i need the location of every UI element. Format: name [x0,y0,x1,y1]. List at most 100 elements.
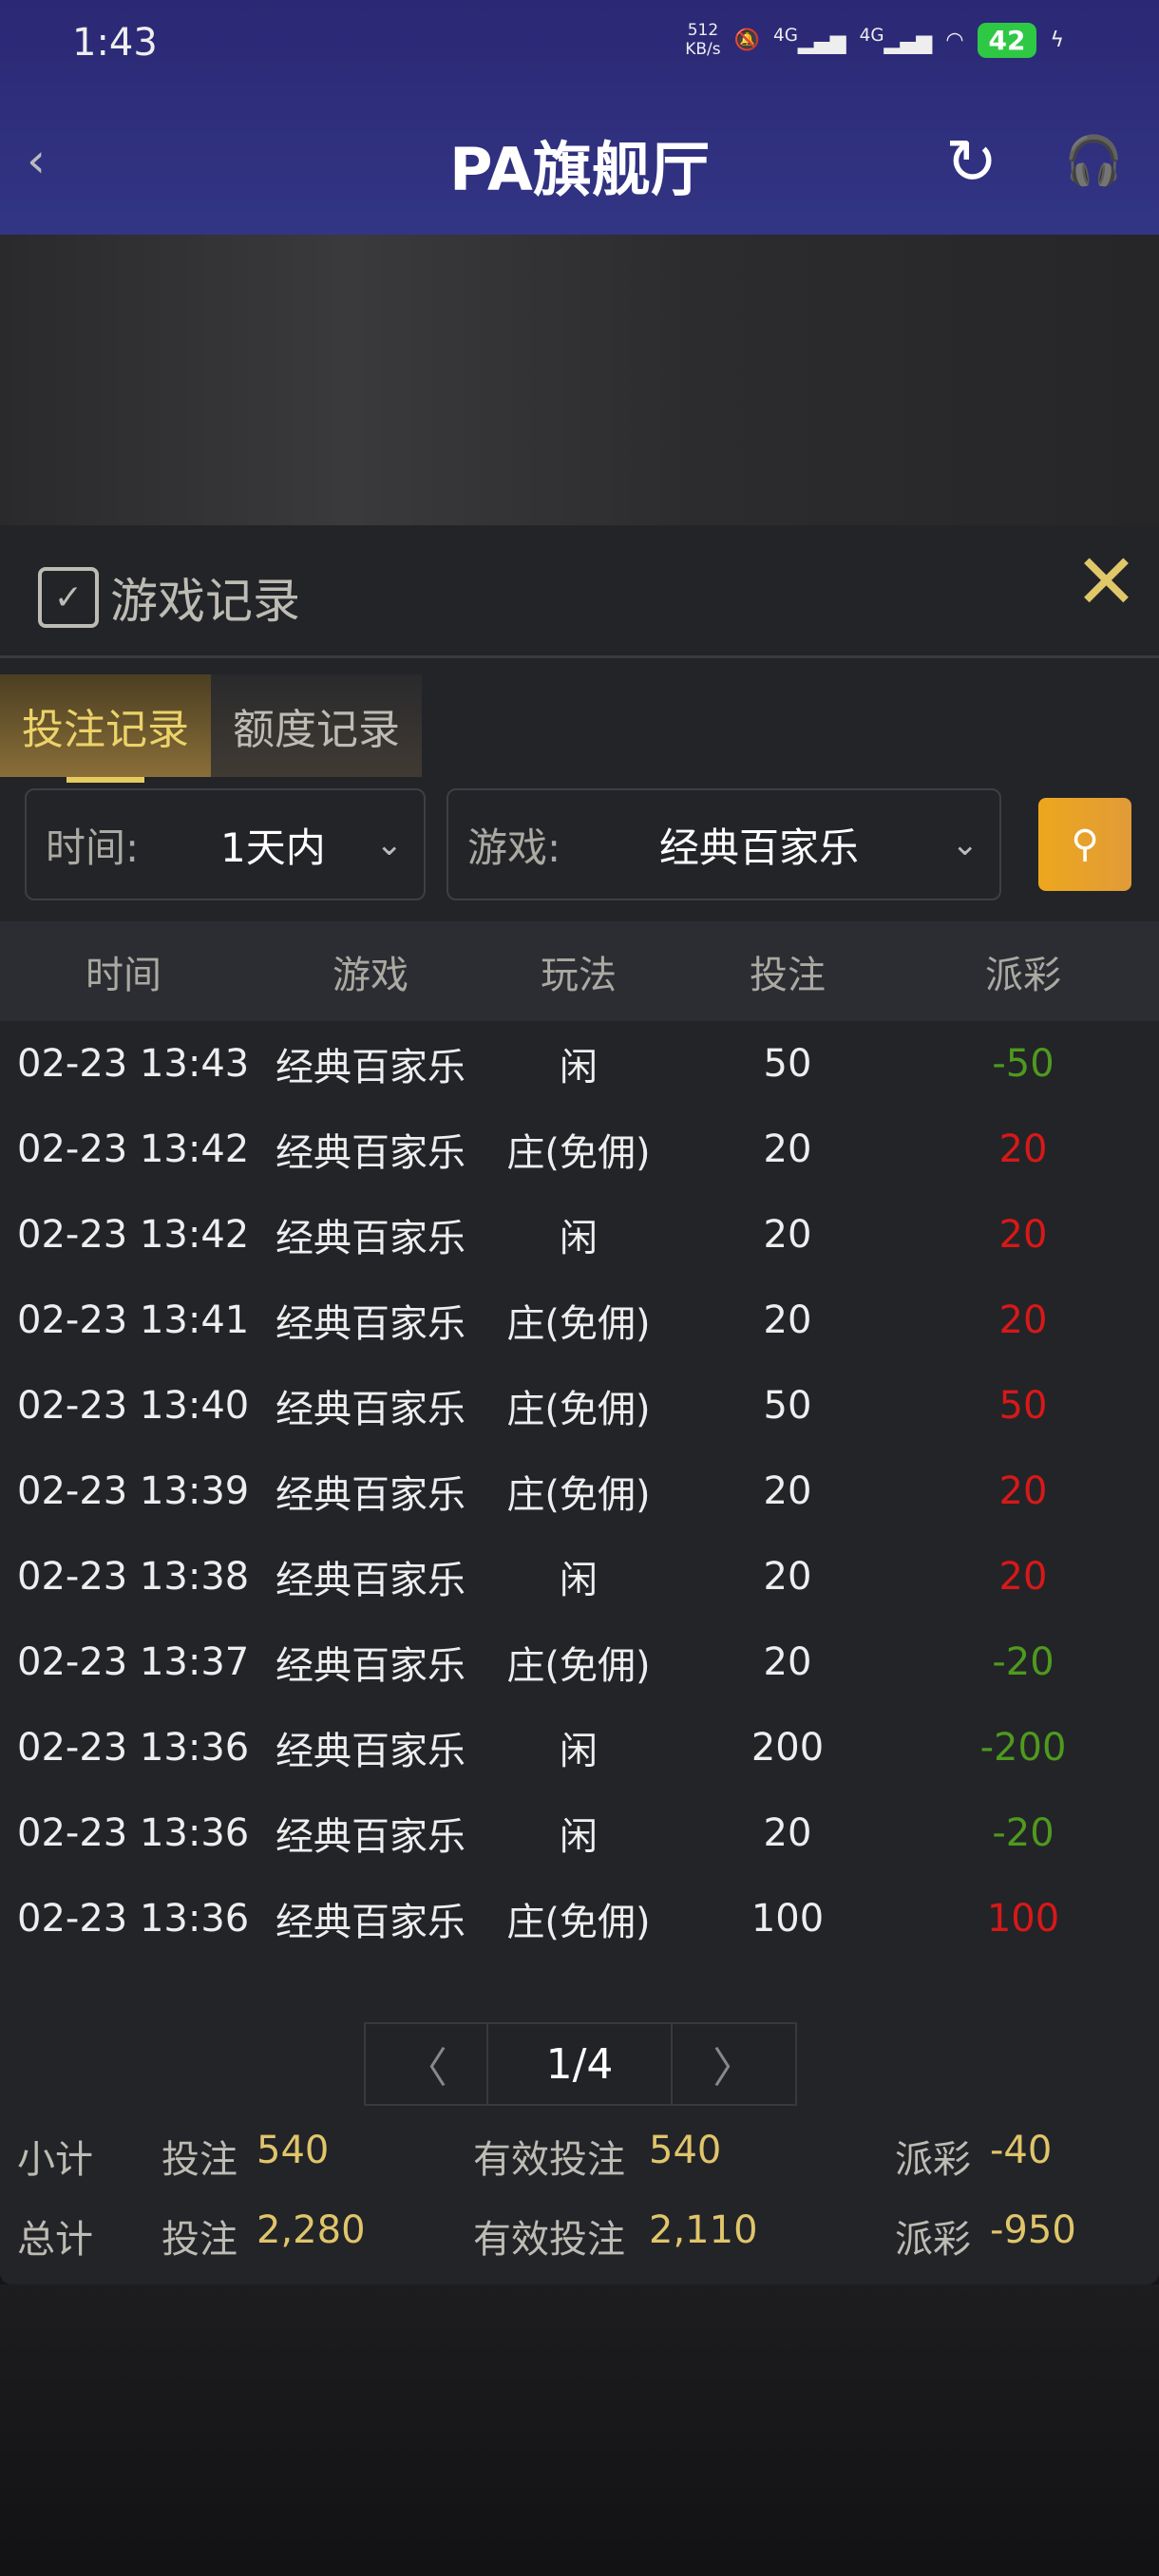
row-bet: 50 [763,1042,812,1086]
row-game: 经典百家乐 [276,1217,466,1260]
speed-value: 512 [687,21,719,40]
col-bet: 投注 [750,953,826,997]
search-button[interactable]: ⚲ [1038,798,1131,891]
col-game: 游戏 [332,953,408,997]
game-value: 经典百家乐 [659,824,860,871]
summary-bet: 2,280 [256,2208,366,2252]
page-title: PA旗舰厅 [449,135,710,204]
row-payout: 50 [998,1384,1048,1428]
table-row: 02-23 13:36 经典百家乐 闲 20 -20 [0,1790,1159,1876]
table-row: 02-23 13:36 经典百家乐 庄(免佣) 100 100 [0,1876,1159,1961]
row-payout: 20 [998,1469,1048,1513]
row-time: 02-23 13:37 [17,1640,250,1684]
row-payout: 20 [998,1127,1048,1171]
row-play: 闲 [560,1559,598,1602]
back-button[interactable]: ‹ [27,133,46,188]
table-row: 02-23 13:37 经典百家乐 庄(免佣) 20 -20 [0,1619,1159,1705]
table-row: 02-23 13:38 经典百家乐 闲 20 20 [0,1534,1159,1619]
row-play: 庄(免佣) [506,1302,651,1346]
charging-icon: ϟ [1050,28,1064,52]
row-time: 02-23 13:38 [17,1555,250,1599]
table-row: 02-23 13:42 经典百家乐 闲 20 20 [0,1192,1159,1278]
row-game: 经典百家乐 [276,1046,466,1089]
col-play: 玩法 [541,953,617,997]
row-time: 02-23 13:36 [17,1726,250,1770]
row-payout: -20 [992,1640,1054,1684]
time-value: 1天内 [220,824,326,871]
row-payout: -20 [992,1811,1054,1855]
summary-valid-label: 有效投注 [473,2218,625,2262]
row-bet: 100 [750,1897,825,1941]
row-bet: 20 [763,1640,812,1684]
table-header: 时间 游戏 玩法 投注 派彩 [0,921,1159,1021]
row-bet: 50 [763,1384,812,1428]
summary-payout: -40 [990,2129,1053,2172]
table-row: 02-23 13:41 经典百家乐 庄(免佣) 20 20 [0,1278,1159,1363]
summary-bet-label: 投注 [162,2138,238,2182]
row-time: 02-23 13:36 [17,1811,250,1855]
chevron-down-icon: ⌄ [951,825,979,863]
row-play: 庄(免佣) [506,1473,651,1517]
subtotal-row: 小计 投注 540 有效投注 540 派彩 -40 [0,2129,1159,2195]
panel-title: ✓ 游戏记录 [38,563,300,632]
row-game: 经典百家乐 [276,1644,466,1688]
row-payout: 100 [986,1897,1060,1941]
table-row: 02-23 13:40 经典百家乐 庄(免佣) 50 50 [0,1363,1159,1449]
summary-valid: 2,110 [649,2208,758,2252]
row-time: 02-23 13:39 [17,1469,250,1513]
summary-bet-label: 投注 [162,2218,238,2262]
row-payout: 20 [998,1213,1048,1257]
close-icon[interactable]: ✕ [1074,538,1138,626]
row-play: 庄(免佣) [506,1388,651,1431]
customer-service-icon[interactable]: 🎧 [1064,133,1124,188]
chevron-down-icon: ⌄ [375,825,404,863]
row-bet: 20 [763,1127,812,1171]
row-play: 庄(免佣) [506,1131,651,1175]
row-time: 02-23 13:43 [17,1042,250,1086]
row-game: 经典百家乐 [276,1473,466,1517]
time-label: 时间: [46,824,140,871]
row-bet: 20 [763,1213,812,1257]
refresh-icon[interactable]: ↻ [945,125,998,199]
row-payout: -50 [992,1042,1054,1086]
row-time: 02-23 13:42 [17,1213,250,1257]
video-area [0,235,1159,525]
game-record-panel: ✓ 游戏记录 ✕ 投注记录 额度记录 时间: 1天内 ⌄ 游戏: 经典百家乐 ⌄… [0,525,1159,2284]
tab-credit-records[interactable]: 额度记录 [211,674,422,777]
row-bet: 20 [763,1469,812,1513]
mute-icon: 🔕 [733,28,761,52]
summary-label: 小计 [17,2138,93,2182]
tab-bet-records[interactable]: 投注记录 [0,674,211,777]
row-bet: 20 [763,1555,812,1599]
row-play: 闲 [560,1815,598,1859]
summary-payout: -950 [990,2208,1076,2252]
net-label: 4G [773,25,798,46]
table-row: 02-23 13:36 经典百家乐 闲 200 -200 [0,1705,1159,1790]
summary-payout-label: 派彩 [895,2138,971,2182]
row-game: 经典百家乐 [276,1901,466,1944]
row-game: 经典百家乐 [276,1388,466,1431]
col-payout: 派彩 [985,953,1061,997]
row-time: 02-23 13:41 [17,1298,250,1342]
signal-icon: 4G▂▄▆ [859,25,933,55]
divider [0,655,1159,658]
time-select[interactable]: 时间: 1天内 ⌄ [25,788,426,900]
speed-unit: KB/s [685,40,721,59]
prev-page-button[interactable]: 〈 [366,2024,489,2104]
summary-payout-label: 派彩 [895,2218,971,2262]
row-bet: 200 [750,1726,825,1770]
next-page-button[interactable]: 〉 [712,2044,755,2093]
game-select[interactable]: 游戏: 经典百家乐 ⌄ [446,788,1001,900]
search-icon: ⚲ [1071,823,1099,866]
row-play: 闲 [560,1046,598,1089]
network-speed: 512 KB/s [685,21,720,59]
game-label: 游戏: [467,824,561,871]
top-bar: 1:43 512 KB/s 🔕 4G▂▄▆ 4G▂▄▆ ◠ 42 ϟ ‹ PA旗舰… [0,0,1159,235]
clipboard-check-icon: ✓ [38,567,99,628]
table-row: 02-23 13:39 经典百家乐 庄(免佣) 20 20 [0,1449,1159,1534]
pagination: 〈 1/4 〉 [364,2022,797,2106]
row-payout: 20 [998,1555,1048,1599]
row-play: 庄(免佣) [506,1644,651,1688]
summary-label: 总计 [17,2218,93,2262]
row-time: 02-23 13:36 [17,1897,250,1941]
